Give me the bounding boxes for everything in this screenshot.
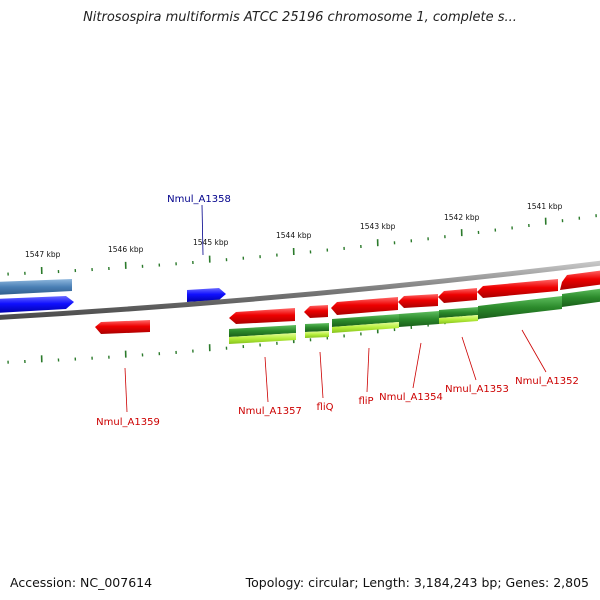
orf-green-6[interactable] — [478, 296, 562, 319]
genome-stats-text: Topology: circular; Length: 3,184,243 bp… — [245, 575, 589, 590]
orf-green-3[interactable] — [332, 314, 399, 327]
gene-arrow-nmul-a1359[interactable] — [95, 320, 150, 334]
orf-lime-1[interactable] — [229, 333, 296, 344]
gene-label-nmul-a1359[interactable]: Nmul_A1359 — [96, 417, 160, 428]
orf-green-4[interactable] — [399, 311, 439, 327]
leader-lines — [124, 204, 547, 413]
gene-label-nmul-a1353[interactable]: Nmul_A1353 — [445, 384, 509, 395]
gene-arrow-steelblue[interactable] — [0, 279, 72, 295]
orf-lime-2[interactable] — [305, 331, 329, 338]
gene-labels: Nmul_A1358 Nmul_A1359 Nmul_A1357 fliQ fl… — [96, 194, 579, 428]
forward-strand-genes — [0, 270, 600, 313]
gene-label-nmul-a1352[interactable]: Nmul_A1352 — [515, 376, 579, 387]
kbp-label-1544: 1544 kbp — [276, 231, 312, 240]
gene-arrow-nmul-a1358[interactable] — [187, 288, 226, 302]
leader-nmul-a1358 — [201, 204, 204, 256]
leader-nmul-a1357 — [264, 356, 269, 403]
gene-arrow-nmul-a1357[interactable] — [229, 308, 295, 324]
gene-label-nmul-a1354[interactable]: Nmul_A1354 — [379, 392, 443, 403]
kbp-labels: 1547 kbp 1546 kbp 1545 kbp 1544 kbp 1543… — [25, 202, 563, 259]
chromosome-backbone — [0, 260, 600, 320]
gene-label-flip[interactable]: fliP — [358, 396, 373, 407]
orf-lime-3[interactable] — [332, 322, 399, 333]
kbp-label-1543: 1543 kbp — [360, 222, 396, 231]
kbp-label-1547: 1547 kbp — [25, 250, 61, 259]
kbp-label-1546: 1546 kbp — [108, 245, 144, 254]
gene-arrow-nmul-a1354[interactable] — [398, 294, 438, 308]
gene-arrow-fliq[interactable] — [304, 305, 328, 318]
kbp-label-1542: 1542 kbp — [444, 213, 480, 222]
leader-flip — [366, 347, 370, 393]
accession-text: Accession: NC_007614 — [10, 575, 153, 590]
orf-green-2[interactable] — [305, 323, 329, 332]
gene-arrow-blue-left[interactable] — [0, 296, 74, 313]
outer-tick-ring — [7, 214, 597, 276]
orf-lime-5[interactable] — [439, 315, 478, 324]
gene-label-nmul-a1357[interactable]: Nmul_A1357 — [238, 406, 302, 417]
leader-nmul-a1354 — [412, 342, 422, 389]
kbp-label-1545: 1545 kbp — [193, 238, 229, 247]
orf-layer — [229, 288, 600, 344]
gene-label-nmul-a1358[interactable]: Nmul_A1358 — [167, 194, 231, 205]
leader-nmul-a1359 — [124, 367, 128, 413]
gene-label-fliq[interactable]: fliQ — [317, 402, 334, 413]
leader-fliq — [319, 351, 324, 399]
kbp-label-1541: 1541 kbp — [527, 202, 563, 211]
gene-arrow-nmul-a1352[interactable] — [477, 279, 558, 298]
gene-arrow-flip[interactable] — [331, 297, 398, 315]
gene-arrow-nmul-a1353[interactable] — [438, 288, 477, 303]
reverse-strand-genes — [95, 279, 558, 334]
leader-nmul-a1353 — [461, 336, 477, 381]
map-title: Nitrosospira multiformis ATCC 25196 chro… — [83, 10, 517, 25]
orf-green-7[interactable] — [562, 288, 600, 307]
leader-nmul-a1352 — [521, 329, 547, 373]
orf-green-5[interactable] — [439, 307, 478, 318]
gene-arrow-red-top-right[interactable] — [560, 270, 600, 290]
